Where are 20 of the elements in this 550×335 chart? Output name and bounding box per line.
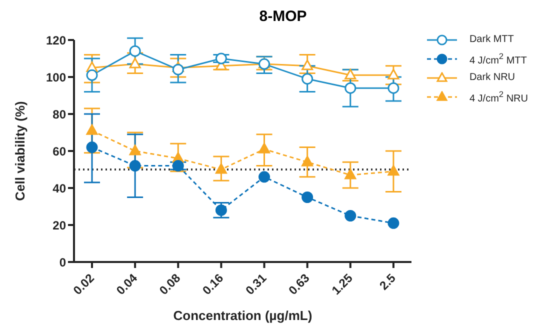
x-tick-label: 0.08 (156, 270, 184, 298)
legend-label: 4 J/cm$^{2}$ MTT (469, 50, 527, 66)
chart-title: 8-MOP (258, 8, 308, 27)
y-tick-label: 100 (46, 70, 66, 84)
x-tick-label: 0.16 (200, 270, 226, 298)
y-tick-label: 80 (52, 107, 66, 122)
x-axis-title: Concentration (µg/mL) (173, 308, 312, 323)
y-tick-label: 60 (52, 144, 66, 158)
x-tick-label: 0.63 (286, 270, 312, 298)
x-tick-label: 0.31 (242, 270, 270, 298)
y-axis-title: Cell viability (%) (12, 101, 28, 201)
legend-label: Dark NRU (469, 72, 516, 83)
legend-label: 4 J/cm$^{2}$ NRU (469, 88, 528, 104)
y-tick-label: 120 (46, 33, 66, 48)
y-tick-label: 20 (52, 218, 66, 232)
x-tick-label: 0.02 (70, 270, 98, 298)
x-tick-label: 2.5 (376, 270, 399, 293)
y-tick-label: 40 (52, 181, 66, 196)
y-tick-label: 0 (59, 255, 66, 270)
legend-label: Dark MTT (469, 34, 514, 45)
